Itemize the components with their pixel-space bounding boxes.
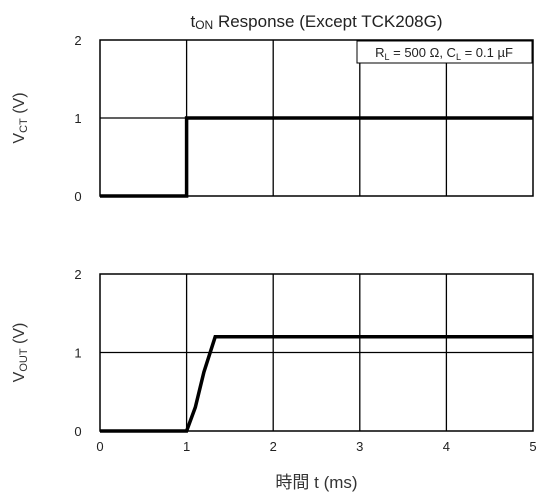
x-tick-label: 1: [183, 439, 190, 454]
vout-ytick-label: 2: [74, 267, 81, 282]
vct-ytick-label: 0: [74, 189, 81, 204]
x-tick-label: 4: [443, 439, 450, 454]
vout-ytick-label: 0: [74, 424, 81, 439]
vct-ytick-label: 2: [74, 33, 81, 48]
x-axis-label: 時間 t (ms): [275, 473, 357, 492]
x-tick-label: 2: [270, 439, 277, 454]
condition-annotation-text: RL = 500 Ω, CL = 0.1 µF: [375, 45, 513, 62]
x-tick-label: 3: [356, 439, 363, 454]
vout-series-line: [100, 335, 533, 433]
vct-axis-label: VCT (V): [11, 92, 30, 143]
vct-series-line: [100, 116, 533, 198]
condition-annotation-box: [356, 40, 533, 64]
vout-axis-label: VOUT (V): [11, 323, 30, 383]
chart-title: tON Response (Except TCK208G): [190, 12, 442, 32]
condition-annotation: RL = 500 Ω, CL = 0.1 µF: [356, 40, 533, 64]
vout-frame: [99, 273, 534, 432]
vct-ytick-label: 1: [74, 111, 81, 126]
x-tick-label: 0: [96, 439, 103, 454]
x-tick-label: 5: [529, 439, 536, 454]
vout-ytick-label: 1: [74, 346, 81, 361]
